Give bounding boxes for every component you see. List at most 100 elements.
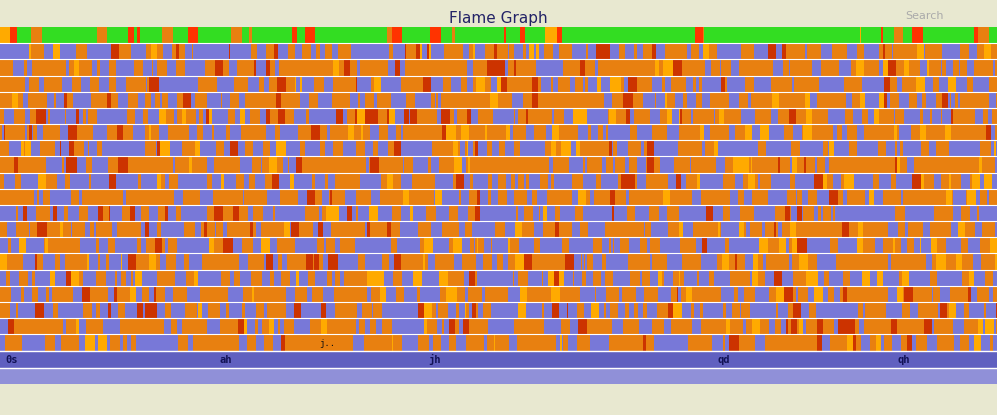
Bar [585,254,587,270]
Bar [798,173,802,189]
Bar [7,173,8,189]
Bar [400,270,402,286]
Bar [500,76,507,92]
Bar [426,205,434,221]
Bar [695,254,698,270]
Bar [215,60,222,76]
Bar [711,92,716,108]
Bar [155,173,158,189]
Bar [106,254,108,270]
Bar [337,189,345,205]
Bar [527,238,530,254]
Bar [405,60,408,76]
Bar [941,173,949,189]
Bar [221,189,228,205]
Bar [0,92,4,108]
Bar [166,205,168,221]
Bar [927,334,936,351]
Bar [561,319,570,334]
Bar [431,270,432,286]
Bar [253,238,258,254]
Bar [210,303,219,318]
Bar [463,44,469,59]
Bar [619,44,625,59]
Bar [70,173,74,189]
Bar [193,173,198,189]
Bar [405,286,411,302]
Bar [410,238,419,254]
Bar [804,157,806,173]
Bar [799,319,803,334]
Bar [907,44,916,59]
Bar [335,222,343,237]
Bar [16,334,22,351]
Bar [895,108,904,124]
Bar [555,189,559,205]
Bar [665,92,667,108]
Bar [688,189,692,205]
Bar [526,189,532,205]
Bar [817,319,824,334]
Bar [738,286,744,302]
Bar [836,27,848,43]
Bar [881,303,886,318]
Bar [476,238,477,254]
Bar [93,124,100,140]
Bar [610,44,619,59]
Bar [630,303,634,318]
Bar [358,254,365,270]
Bar [363,141,365,156]
Bar [256,60,261,76]
Bar [417,44,421,59]
Bar [319,205,321,221]
Bar [326,303,332,318]
Bar [354,222,361,237]
Bar [384,270,388,286]
Bar [98,108,108,124]
Bar [294,303,301,318]
Bar [521,92,522,108]
Bar [265,173,272,189]
Bar [465,270,470,286]
Bar [549,157,553,173]
Bar [719,319,726,334]
Bar [919,141,921,156]
Bar [498,189,506,205]
Bar [471,173,473,189]
Bar [315,27,320,43]
Bar [394,254,401,270]
Bar [319,286,323,302]
Bar [960,205,970,221]
Bar [735,254,738,270]
Bar [374,141,378,156]
Bar [42,238,44,254]
Bar [166,60,175,76]
Bar [223,141,230,156]
Bar [966,141,973,156]
Bar [507,27,512,43]
Bar [400,157,403,173]
Bar [702,92,708,108]
Bar [472,334,477,351]
Bar [48,60,55,76]
Bar [356,205,358,221]
Bar [604,303,606,318]
Bar [443,222,449,237]
Bar [333,141,343,156]
Bar [24,141,25,156]
Bar [205,60,211,76]
Bar [39,189,43,205]
Bar [749,27,758,43]
Bar [619,286,622,302]
Bar [82,44,87,59]
Bar [109,60,116,76]
Bar [371,27,377,43]
Bar [536,108,542,124]
Bar [782,254,789,270]
Bar [94,286,97,302]
Bar [553,44,555,59]
Bar [82,238,87,254]
Bar [320,108,326,124]
Bar [891,189,901,205]
Bar [315,60,322,76]
